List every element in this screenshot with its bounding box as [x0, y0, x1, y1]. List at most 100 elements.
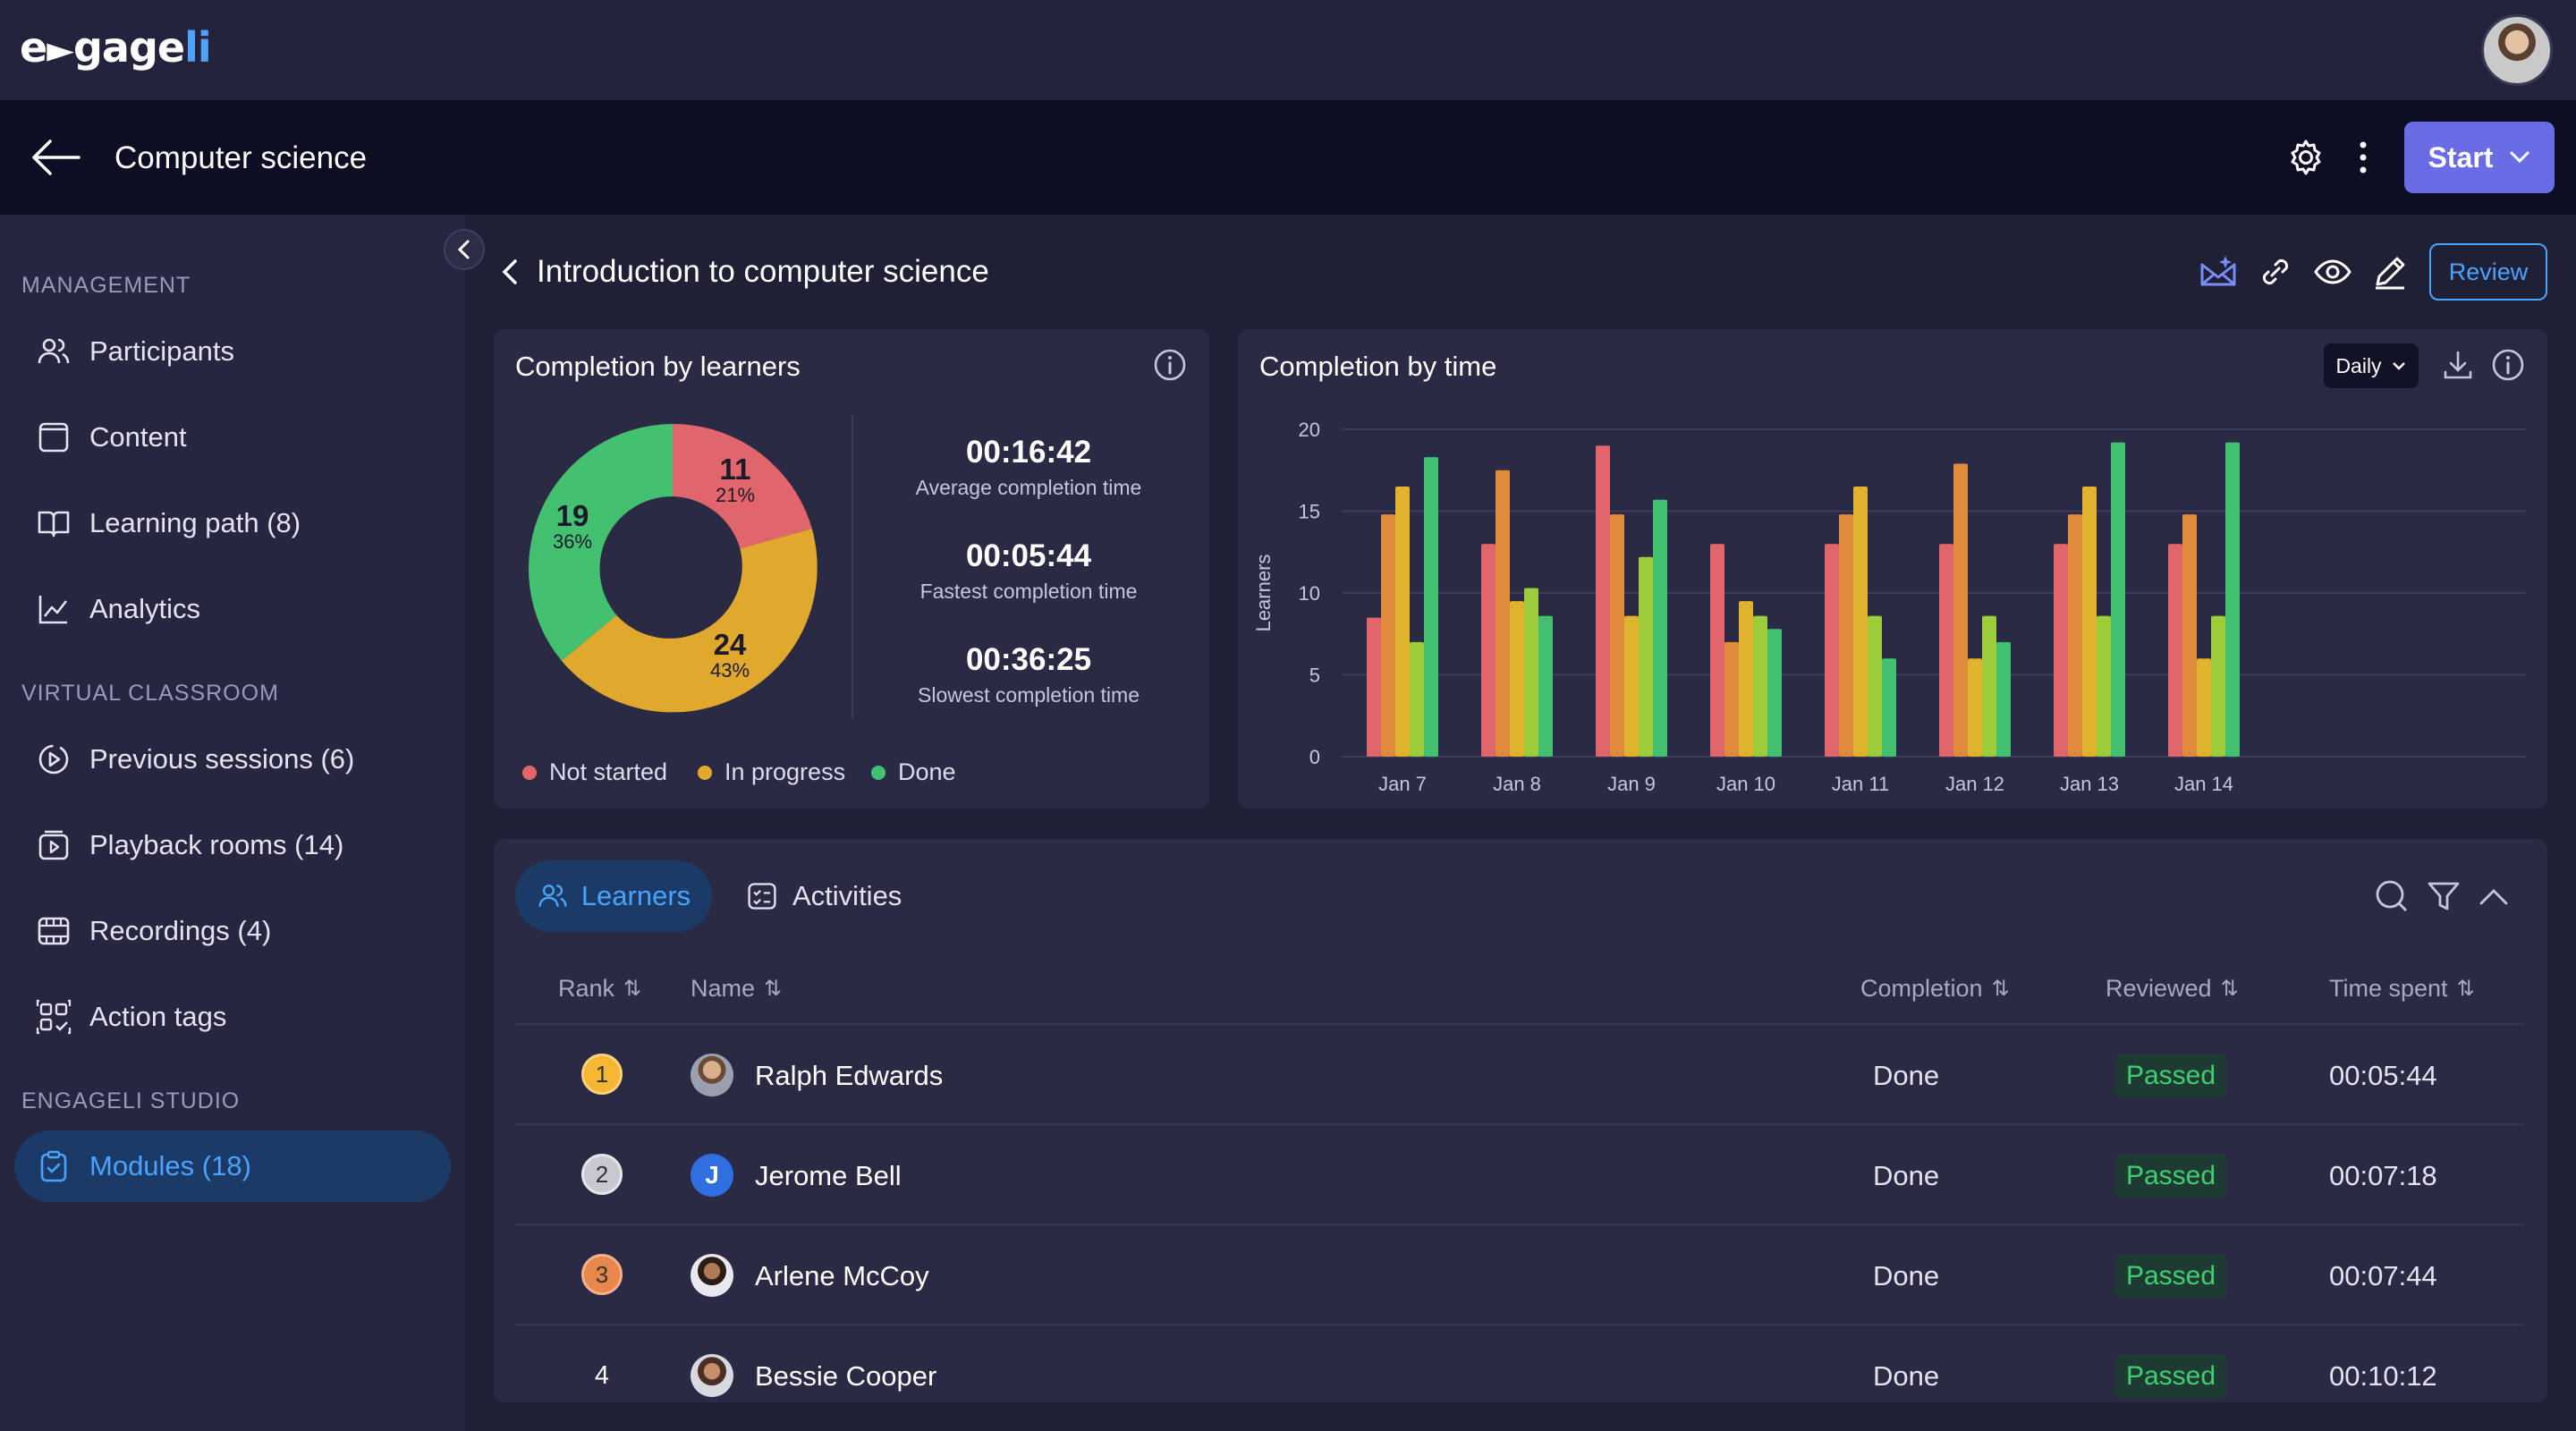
bar: [1724, 641, 1739, 757]
link-icon[interactable]: [2256, 252, 2295, 292]
analytics-icon: [38, 596, 68, 624]
learner-name[interactable]: Arlene McCoy: [755, 1260, 929, 1291]
gear-icon[interactable]: [2286, 138, 2326, 177]
bar: [1939, 544, 1953, 757]
completion-by-time-chart: 0 5 10 15 20 Learners Jan 7 Jan 8 Jan 9 Jan 10 Jan…: [1252, 419, 2526, 795]
section-engageli-studio: ENGAGELI STUDIO: [21, 1088, 241, 1113]
collapse-sidebar-button[interactable]: [444, 229, 485, 270]
sort-icon: ⇅: [2220, 977, 2239, 1001]
legend-done: Done: [871, 758, 956, 786]
legend-not-started: Not started: [522, 758, 667, 786]
bar: [1496, 470, 1510, 757]
column-header-name[interactable]: Name ⇅: [691, 975, 783, 1002]
top-bar: [0, 0, 2576, 100]
sidebar-item-modules[interactable]: Modules (18): [14, 1130, 451, 1202]
card-title: Completion by learners: [515, 351, 801, 382]
action-tags-icon: [36, 999, 72, 1035]
sidebar-item-content[interactable]: Content: [14, 402, 451, 473]
column-header-rank[interactable]: Rank ⇅: [558, 975, 642, 1002]
chevron-left-icon[interactable]: [497, 256, 524, 288]
tab-label: Activities: [792, 880, 902, 911]
start-button[interactable]: Start: [2404, 122, 2555, 193]
bar: [1996, 641, 2011, 757]
bar: [1624, 615, 1639, 757]
bar: [2182, 514, 2197, 757]
learner-name[interactable]: Jerome Bell: [755, 1160, 902, 1191]
bar: [1639, 556, 1653, 757]
sidebar-item-analytics[interactable]: Analytics: [14, 573, 451, 645]
chevron-left-icon: [457, 240, 470, 259]
bar: [2068, 514, 2082, 757]
ai-sparkle-icon[interactable]: [2199, 252, 2238, 292]
time-spent: 00:10:12: [2329, 1360, 2437, 1392]
recordings-icon: [38, 917, 70, 945]
card-title: Completion by time: [1259, 351, 1497, 382]
bar: [2097, 615, 2111, 757]
bar: [1982, 615, 1996, 757]
back-arrow-icon[interactable]: [30, 138, 80, 177]
review-button[interactable]: Review: [2429, 243, 2547, 301]
user-avatar[interactable]: [2481, 14, 2553, 86]
page-title: Introduction to computer science: [537, 254, 989, 289]
divider: [515, 1224, 2524, 1225]
more-options-icon[interactable]: [2352, 138, 2374, 177]
bar: [1753, 615, 1767, 757]
donut-segment-not-started[interactable]: [673, 424, 812, 549]
stat-fastest: 00:05:44 Fastest completion time: [919, 538, 1138, 603]
sidebar-item-playback-rooms[interactable]: Playback rooms (14): [14, 809, 451, 881]
sidebar-item-action-tags[interactable]: Action tags: [14, 981, 451, 1053]
rank-badge-silver: 2: [581, 1154, 623, 1195]
sidebar-item-participants[interactable]: Participants: [14, 316, 451, 387]
divider: [515, 1023, 2524, 1025]
sidebar-item-previous-sessions[interactable]: Previous sessions (6): [14, 724, 451, 795]
bar: [1853, 487, 1868, 757]
tab-activities[interactable]: Activities: [746, 860, 902, 932]
chevron-up-icon[interactable]: [2476, 880, 2512, 912]
learner-name[interactable]: Bessie Cooper: [755, 1360, 937, 1392]
legend-dot: [871, 765, 886, 780]
bar: [2111, 442, 2125, 757]
sidebar-item-label: Modules (18): [89, 1150, 251, 1181]
bar: [1868, 615, 1882, 757]
sort-icon: ⇅: [623, 977, 642, 1001]
eye-icon[interactable]: [2313, 252, 2352, 292]
bar: [2197, 658, 2211, 757]
x-tick-label: Jan 13: [2060, 773, 2119, 795]
edit-icon[interactable]: [2370, 252, 2410, 292]
search-icon[interactable]: [2374, 878, 2410, 914]
period-select[interactable]: Daily: [2324, 343, 2419, 388]
sidebar-item-label: Recordings (4): [89, 915, 272, 946]
legend-label: In progress: [724, 758, 846, 785]
info-icon[interactable]: [1152, 347, 1188, 383]
column-header-completion[interactable]: Completion ⇅: [1860, 975, 2010, 1002]
sidebar-item-learning-path[interactable]: Learning path (8): [14, 487, 451, 559]
x-tick-label: Jan 7: [1378, 773, 1427, 795]
time-spent: 00:07:44: [2329, 1260, 2437, 1291]
sidebar-item-recordings[interactable]: Recordings (4): [14, 895, 451, 967]
stat-slowest: 00:36:25 Slowest completion time: [918, 642, 1140, 707]
donut-label-done: 19 36%: [552, 499, 593, 553]
status-badge: Passed: [2114, 1354, 2227, 1399]
tab-learners[interactable]: Learners: [515, 860, 712, 932]
content-icon: [38, 422, 69, 453]
learner-name[interactable]: Ralph Edwards: [755, 1060, 944, 1091]
bar: [1395, 487, 1410, 757]
column-header-time-spent[interactable]: Time spent ⇅: [2329, 975, 2475, 1002]
filter-icon[interactable]: [2426, 878, 2462, 914]
rank-badge-bronze: 3: [581, 1254, 623, 1295]
bar: [1367, 617, 1381, 757]
rank-number: 4: [594, 1361, 610, 1390]
download-icon[interactable]: [2440, 347, 2476, 383]
engageli-logo[interactable]: e►gageli: [20, 23, 212, 72]
info-icon[interactable]: [2490, 347, 2526, 383]
column-header-reviewed[interactable]: Reviewed ⇅: [2106, 975, 2239, 1002]
x-tick-label: Jan 10: [1716, 773, 1775, 795]
learners-table-card: [494, 839, 2547, 1402]
participants-icon: [538, 885, 567, 907]
donut-segment-done[interactable]: [529, 424, 673, 661]
donut-label-in-progress: 24 43%: [709, 628, 750, 682]
sort-icon: ⇅: [764, 977, 783, 1001]
avatar: J: [691, 1154, 733, 1197]
donut-segment-in-progress[interactable]: [561, 529, 818, 713]
course-header: [0, 100, 2576, 215]
